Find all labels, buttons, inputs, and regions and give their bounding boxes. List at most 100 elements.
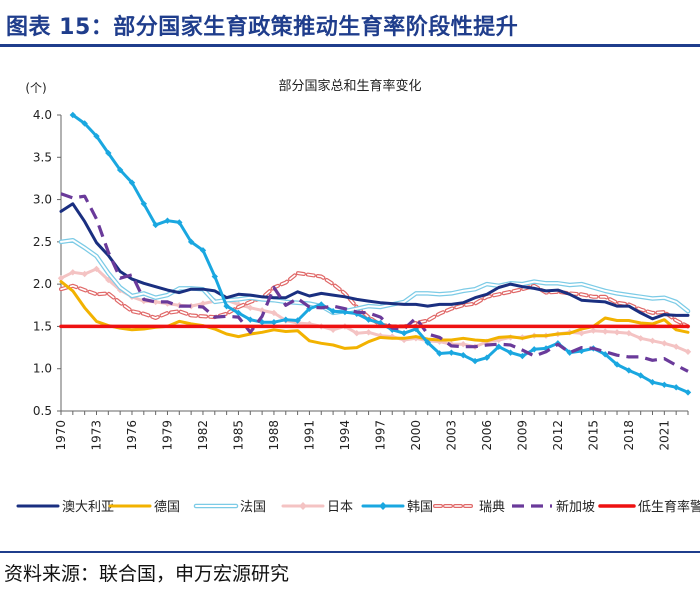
y-tick-label: 1.5	[33, 319, 52, 333]
data-point	[81, 270, 88, 278]
x-tick-label: 1988	[267, 420, 281, 451]
x-tick-label: 2000	[409, 420, 423, 451]
data-point	[329, 326, 337, 334]
legend-label: 新加坡	[556, 499, 595, 515]
data-point	[365, 329, 372, 336]
series-法国	[58, 237, 691, 316]
data-point	[199, 247, 207, 254]
data-point	[483, 354, 491, 361]
x-tick-label: 1985	[231, 420, 245, 451]
legend-item: 日本	[281, 500, 353, 515]
series-line	[59, 202, 690, 321]
data-point	[672, 384, 680, 391]
x-tick-label: 1997	[373, 420, 387, 451]
x-tick-label: 1970	[54, 420, 68, 451]
data-point	[661, 381, 668, 388]
legend-marker	[379, 502, 387, 510]
y-tick-label: 2.5	[33, 235, 52, 249]
x-tick-label: 1976	[125, 420, 139, 451]
legend-swatch	[361, 502, 405, 510]
data-point	[637, 335, 644, 342]
data-point	[235, 309, 242, 317]
chart-title: 部分国家总和生育率变化	[278, 78, 421, 94]
y-tick-label: 3.5	[33, 150, 52, 164]
data-point	[436, 350, 443, 357]
data-point	[152, 298, 159, 306]
x-tick-label: 2012	[551, 420, 565, 451]
legend-item: 低生育率警戒线	[598, 499, 700, 515]
data-point	[199, 300, 207, 307]
title-divider	[0, 44, 700, 47]
data-point	[625, 367, 633, 374]
series-韩国	[69, 111, 692, 396]
data-point	[176, 219, 183, 226]
legend-label: 德国	[154, 500, 180, 515]
legend-marker	[299, 502, 307, 510]
legend-label: 低生育率警戒线	[638, 499, 700, 515]
source-divider	[0, 551, 700, 553]
data-point	[460, 351, 467, 359]
data-point	[637, 372, 644, 379]
data-point	[164, 217, 171, 224]
legend-item: 澳大利亚	[16, 499, 114, 515]
legend-item: 瑞典	[433, 500, 505, 515]
x-tick-label: 1979	[160, 420, 174, 451]
data-point	[613, 361, 621, 368]
legend-label: 瑞典	[479, 500, 505, 515]
data-point	[187, 238, 195, 246]
x-tick-label: 2006	[480, 420, 494, 451]
data-point	[223, 302, 230, 310]
data-point	[377, 319, 384, 327]
data-point	[424, 339, 431, 346]
data-point	[365, 316, 372, 323]
data-point	[672, 343, 680, 350]
data-point	[471, 357, 479, 365]
data-point	[661, 340, 668, 347]
y-tick-label: 2.0	[33, 277, 52, 291]
x-tick-label: 1991	[302, 420, 316, 451]
x-tick-label: 2009	[515, 420, 529, 451]
data-point	[400, 329, 408, 337]
data-point	[81, 120, 88, 127]
data-point	[519, 352, 526, 360]
series-澳大利亚	[59, 202, 690, 321]
data-point	[684, 389, 692, 396]
x-tick-label: 2018	[622, 420, 636, 451]
data-point	[613, 329, 621, 336]
series-line	[71, 113, 690, 394]
data-point	[247, 304, 254, 312]
data-point	[69, 269, 77, 276]
data-point	[128, 179, 136, 186]
axes: 0.5 1.0 1.5 2.0 2.5 3.0 3.5 4.0 1970 1973 1976 1979…	[33, 108, 689, 451]
legend-label: 法国	[240, 500, 266, 515]
data-point	[625, 329, 633, 337]
data-point	[684, 348, 692, 355]
data-point	[353, 329, 360, 337]
legend-item: 法国	[193, 500, 266, 515]
data-point	[649, 379, 656, 386]
data-point	[140, 200, 148, 207]
figure-title: 图表 15：部分国家生育政策推动生育率阶段性提升	[6, 15, 519, 40]
data-point	[448, 349, 455, 356]
x-tick-label: 2003	[444, 420, 458, 451]
x-tick-label: 2015	[586, 420, 600, 451]
figure-header: 图表 15：部分国家生育政策推动生育率阶段性提升	[0, 0, 700, 44]
x-tick-label: 1973	[89, 420, 103, 451]
source-note: 资料来源：联合国，申万宏源研究	[4, 563, 290, 585]
legend: 澳大利亚 德国 法国 日本 韩国 瑞典 新加坡 低生育率警戒线	[16, 499, 700, 515]
data-point	[211, 273, 218, 280]
data-point	[460, 340, 467, 348]
legend-label: 日本	[327, 500, 353, 515]
data-point	[578, 329, 585, 337]
legend-item: 新加坡	[512, 499, 595, 515]
data-point	[507, 349, 514, 356]
series-新加坡	[60, 192, 689, 373]
data-point	[531, 346, 538, 353]
series-日本	[57, 265, 692, 355]
y-tick-label: 3.0	[33, 193, 52, 207]
fertility-line-chart: 部分国家总和生育率变化 (个) 0.5 1.0 1.5 2.0 2.5 3.0 3.5 4.0…	[16, 78, 700, 515]
data-point	[105, 149, 112, 157]
legend-item: 韩国	[361, 500, 433, 515]
series-line	[60, 192, 689, 373]
data-point	[116, 166, 124, 174]
